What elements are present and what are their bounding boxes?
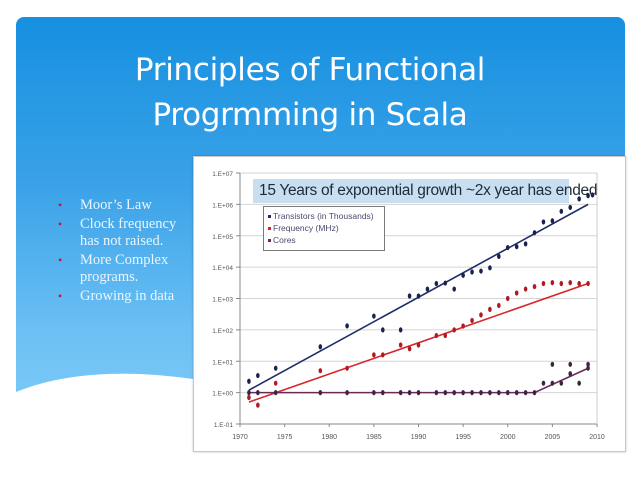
svg-text:1.E+04: 1.E+04 [212, 265, 233, 272]
bullet-text: Clock frequency has not raised. [80, 216, 177, 249]
bullet-list: • Moor’s Law • Clock frequency has not rai… [56, 197, 196, 307]
bullet-text: Growing in data [80, 288, 175, 304]
bullet-icon: • [58, 289, 63, 303]
legend-label: Transistors (in Thousands) [273, 211, 374, 221]
svg-text:1.E+06: 1.E+06 [212, 202, 233, 209]
legend-item-frequency: Frequency (MHz) [268, 222, 384, 234]
legend-label: Cores [273, 235, 296, 245]
bullet-item: • Growing in data [56, 288, 196, 305]
chart-plot: 1.E+07 1.E+06 1.E+05 1.E+04 1.E+03 1.E+02 1.E+… [212, 171, 605, 441]
title-line-2: Progrmming in Scala [152, 97, 468, 133]
svg-text:1995: 1995 [455, 434, 471, 441]
svg-text:1.E+03: 1.E+03 [212, 297, 233, 304]
svg-text:2000: 2000 [500, 434, 516, 441]
bullet-text: More Complex programs. [80, 252, 169, 285]
svg-text:1975: 1975 [277, 434, 293, 441]
bullet-item: • Moor’s Law [56, 197, 196, 214]
bullet-item: • More Complex programs. [56, 252, 196, 286]
svg-text:2005: 2005 [545, 434, 561, 441]
svg-text:1990: 1990 [411, 434, 427, 441]
svg-text:1.E+02: 1.E+02 [212, 328, 233, 335]
svg-text:1985: 1985 [366, 434, 382, 441]
svg-text:1970: 1970 [232, 434, 248, 441]
svg-text:2010: 2010 [589, 434, 605, 441]
title-line-1: Principles of Functional [134, 52, 486, 88]
bullet-text: Moor’s Law [80, 197, 152, 213]
legend-item-transistors: Transistors (in Thousands) [268, 210, 384, 222]
bullet-icon: • [58, 253, 63, 267]
legend-swatch-icon [268, 227, 271, 231]
bullet-item: • Clock frequency has not raised. [56, 216, 196, 250]
svg-text:1.E+05: 1.E+05 [212, 234, 233, 241]
chart-legend: Transistors (in Thousands) Frequency (MH… [263, 206, 385, 251]
legend-swatch-icon [268, 239, 271, 243]
svg-text:1.E+00: 1.E+00 [212, 391, 233, 398]
bullet-icon: • [58, 217, 63, 231]
legend-item-cores: Cores [268, 234, 384, 246]
bullet-icon: • [58, 198, 63, 212]
svg-text:1980: 1980 [321, 434, 337, 441]
svg-text:1.E+07: 1.E+07 [212, 171, 233, 178]
legend-label: Frequency (MHz) [273, 223, 339, 233]
slide-title: Principles of Functional Progrmming in S… [60, 48, 560, 138]
svg-text:1.E+01: 1.E+01 [212, 359, 233, 366]
chart-image: 1.E+07 1.E+06 1.E+05 1.E+04 1.E+03 1.E+02 1.E+… [193, 156, 626, 452]
legend-swatch-icon [268, 215, 271, 219]
chart-title: 15 Years of exponential growth ~2x year … [253, 179, 597, 203]
svg-text:1.E-01: 1.E-01 [214, 422, 234, 429]
